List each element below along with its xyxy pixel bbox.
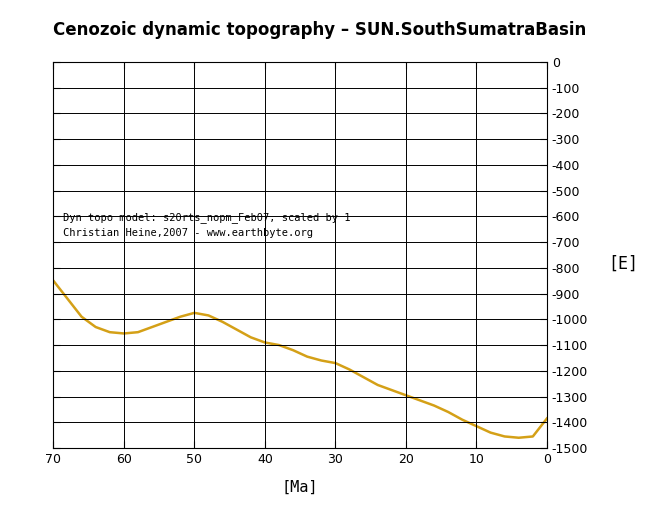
X-axis label: [Ma]: [Ma] xyxy=(282,480,318,495)
Text: Cenozoic dynamic topography – SUN.SouthSumatraBasin: Cenozoic dynamic topography – SUN.SouthS… xyxy=(53,21,586,39)
Text: Christian Heine,2007 - www.earthbyte.org: Christian Heine,2007 - www.earthbyte.org xyxy=(63,228,313,238)
Text: Dyn topo model: s20rts_nopm_Feb07, scaled by 1: Dyn topo model: s20rts_nopm_Feb07, scale… xyxy=(63,212,351,224)
Y-axis label: [E]: [E] xyxy=(608,255,638,273)
